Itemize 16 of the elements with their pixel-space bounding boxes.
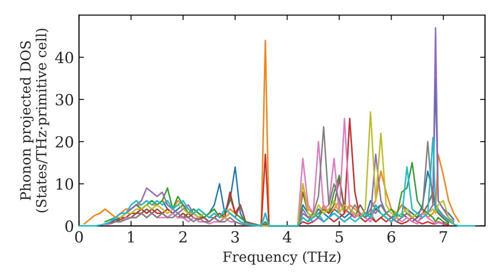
y-tick-label: 0 bbox=[65, 220, 74, 232]
x-tick-label: 2 bbox=[179, 231, 186, 242]
y-axis-title: Phonon projected DOS (States/THz·primitive cell) bbox=[20, 28, 50, 212]
y-tick-label: 10 bbox=[56, 178, 74, 190]
x-axis-title: Frequency (THz) bbox=[223, 251, 340, 265]
line-series bbox=[78, 136, 476, 227]
y-tick-label: 30 bbox=[56, 94, 74, 106]
x-tick-label: 6 bbox=[387, 231, 396, 243]
x-tick-label: 1 bbox=[128, 231, 134, 242]
x-tick-label: 5 bbox=[336, 231, 343, 243]
x-tick-label: 0 bbox=[75, 231, 83, 243]
x-tick-label: 4 bbox=[282, 231, 292, 242]
y-tick-label: 40 bbox=[55, 52, 74, 64]
x-tick-label: 7 bbox=[440, 231, 448, 242]
x-tick-label: 3 bbox=[231, 231, 239, 243]
y-tick-label: 20 bbox=[56, 136, 74, 148]
